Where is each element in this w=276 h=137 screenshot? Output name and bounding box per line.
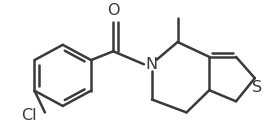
- Text: Cl: Cl: [22, 108, 37, 123]
- Text: O: O: [107, 3, 120, 18]
- Text: N: N: [146, 57, 158, 72]
- Text: S: S: [252, 80, 262, 95]
